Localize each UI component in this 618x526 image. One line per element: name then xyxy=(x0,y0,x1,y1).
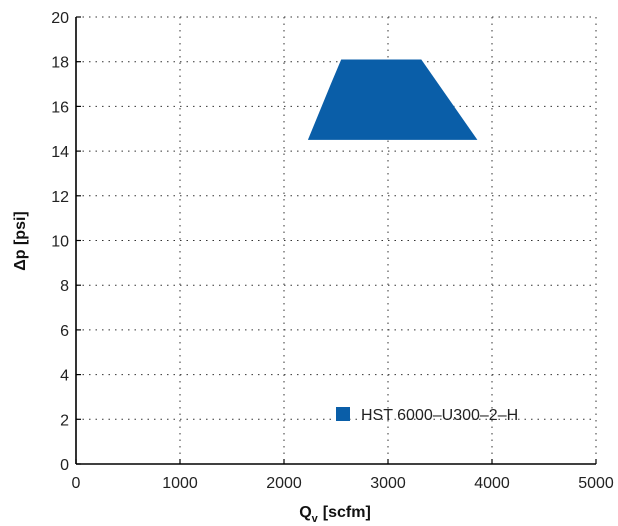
x-tick-label: 4000 xyxy=(474,475,510,492)
y-axis-label: Δp [psi] xyxy=(12,211,29,271)
x-tick-label: 1000 xyxy=(162,475,198,492)
x-tick-label: 3000 xyxy=(370,475,406,492)
x-axis-label-main: Q xyxy=(299,504,311,521)
y-tick-label: 16 xyxy=(51,99,69,116)
y-tick-label: 18 xyxy=(51,55,69,72)
legend-label: HST 6000–U300–2–H xyxy=(361,407,518,424)
tick-labels: 0 1000 2000 3000 4000 5000 0 2 4 6 8 10 12 14 16 18 20 xyxy=(51,10,614,492)
legend-swatch xyxy=(336,407,350,421)
x-axis-label-unit: [scfm] xyxy=(323,504,371,521)
y-tick-label: 12 xyxy=(51,189,69,206)
y-tick-label: 8 xyxy=(60,278,69,295)
series-layer xyxy=(307,59,478,140)
x-axis-label: Qv [scfm] xyxy=(299,504,371,525)
y-tick-label: 6 xyxy=(60,323,69,340)
y-tick-label: 14 xyxy=(51,144,69,161)
x-tick-label: 2000 xyxy=(266,475,302,492)
y-tick-label: 10 xyxy=(51,234,69,251)
series-area xyxy=(307,59,478,140)
x-tick-label: 0 xyxy=(72,475,81,492)
y-tick-label: 0 xyxy=(60,457,69,474)
y-tick-label: 20 xyxy=(51,10,69,27)
y-tick-label: 2 xyxy=(60,412,69,429)
plot-frame xyxy=(75,16,597,465)
legend: HST 6000–U300–2–H xyxy=(336,407,518,424)
x-tick-label: 5000 xyxy=(578,475,614,492)
y-tick-label: 4 xyxy=(60,368,69,385)
x-axis-label-subscript: v xyxy=(312,513,319,525)
